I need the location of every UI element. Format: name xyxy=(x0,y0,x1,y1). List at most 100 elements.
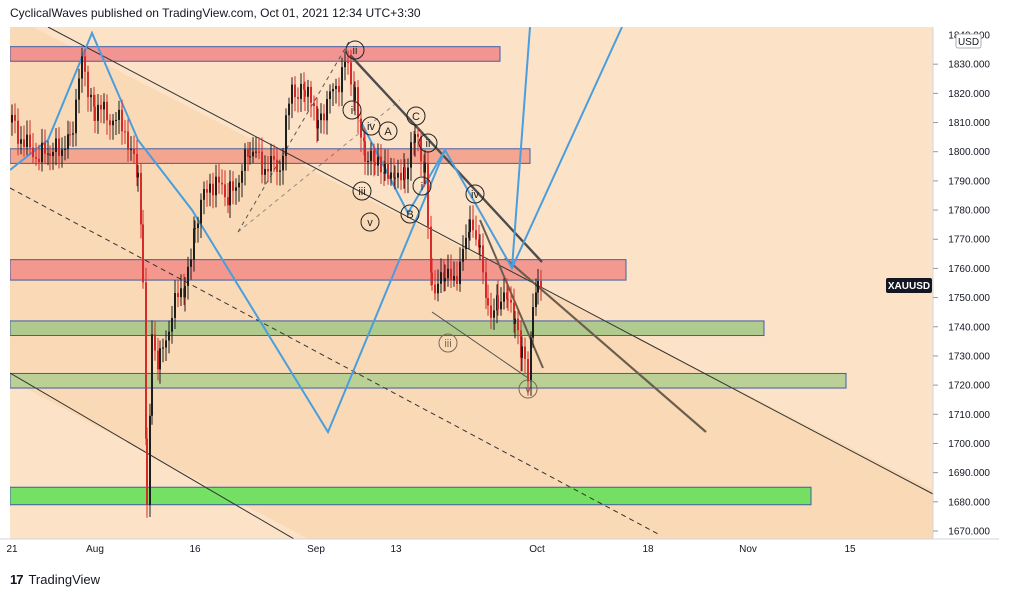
candle-body xyxy=(469,219,471,232)
candle-body xyxy=(431,272,433,285)
candle-body xyxy=(177,292,179,298)
candle-body xyxy=(307,86,309,97)
footer-branding: 17 TradingView xyxy=(10,572,100,587)
candle-body xyxy=(94,106,96,121)
candle-body xyxy=(437,283,439,294)
candle-body xyxy=(465,237,467,250)
candle-body xyxy=(354,87,356,101)
wave-label-circle xyxy=(412,176,432,196)
candle-body xyxy=(81,56,83,79)
candle-body xyxy=(69,134,71,136)
y-tick-label: 1820.000 xyxy=(948,89,990,100)
time-axis xyxy=(0,539,999,564)
candle-body xyxy=(23,139,25,148)
candle-body xyxy=(313,102,315,107)
candle-body xyxy=(344,61,346,68)
x-tick-label: Nov xyxy=(739,544,757,555)
candle-body xyxy=(326,99,328,121)
candle-body xyxy=(20,139,22,144)
y-tick-label: 1780.000 xyxy=(948,206,990,217)
candle-body xyxy=(35,157,37,159)
candle-body xyxy=(212,183,214,196)
candle-body xyxy=(320,113,322,121)
candle-body xyxy=(363,137,365,142)
candle-body xyxy=(282,155,284,171)
candle-body xyxy=(500,301,502,310)
y-tick-label: 1740.000 xyxy=(948,322,990,333)
candle-body xyxy=(291,84,293,104)
candle-body xyxy=(456,276,458,284)
candle-body xyxy=(370,150,372,162)
candle-body xyxy=(285,115,287,156)
candle-body xyxy=(238,182,240,188)
candle-body xyxy=(294,84,296,98)
candle-body xyxy=(288,103,290,116)
candle-body xyxy=(462,249,464,262)
candle-body xyxy=(329,91,331,100)
wave-label-circle xyxy=(345,40,365,60)
wedge-line-upper xyxy=(349,54,543,263)
candle-body xyxy=(149,415,151,506)
candle-body xyxy=(235,187,237,191)
candle-body xyxy=(323,113,325,121)
wave-label-circle xyxy=(400,204,420,224)
candle-body xyxy=(443,272,445,282)
price-axis xyxy=(933,27,999,539)
x-tick-label: Oct xyxy=(529,544,545,555)
candle-body xyxy=(521,346,523,358)
candle-body xyxy=(364,141,366,162)
y-tick-label: 1730.000 xyxy=(948,351,990,362)
candle-body xyxy=(157,350,159,370)
wedge-line-lower xyxy=(431,311,529,379)
wave-label: ii xyxy=(353,45,358,57)
y-tick-label: 1750.000 xyxy=(948,293,990,304)
candle-body xyxy=(347,61,349,63)
wave-label-circle xyxy=(342,100,362,120)
candle-body xyxy=(97,104,99,121)
candle-body xyxy=(133,149,135,154)
currency-label: USD xyxy=(958,37,979,48)
wave-label: v xyxy=(367,217,373,229)
candle-body xyxy=(184,285,186,298)
candle-body xyxy=(279,170,281,172)
candle-body xyxy=(142,224,144,283)
wave-label: iv xyxy=(471,189,479,201)
x-tick-label: 15 xyxy=(844,544,856,555)
x-tick-label: 16 xyxy=(189,544,201,555)
candle-body xyxy=(407,167,409,180)
candle-body xyxy=(300,83,302,99)
candle-body xyxy=(61,149,63,156)
candle-body xyxy=(360,118,362,138)
candle-body xyxy=(38,158,40,163)
candle-body xyxy=(374,161,376,166)
candle-body xyxy=(162,347,164,349)
candle-body xyxy=(475,230,477,240)
candle-body xyxy=(124,131,126,133)
tradingview-logo-icon: 17 xyxy=(10,572,24,587)
wave-label: iii xyxy=(444,338,451,350)
candle-body xyxy=(26,134,28,148)
candle-body xyxy=(417,134,419,137)
x-tick-label: Aug xyxy=(86,544,104,555)
candle-body xyxy=(394,177,396,179)
candle-body xyxy=(41,142,43,163)
candle-body xyxy=(206,189,208,193)
candle-body xyxy=(224,184,226,198)
zone-resistance-3 xyxy=(10,259,627,281)
wave-label: v xyxy=(525,384,531,396)
candle-body xyxy=(258,151,260,153)
candle-body xyxy=(485,272,487,298)
candle-body xyxy=(427,162,429,227)
candle-body xyxy=(115,119,117,121)
candle-body xyxy=(424,162,426,173)
wave-label: A xyxy=(384,126,392,138)
candle-body xyxy=(75,99,77,134)
candle-body xyxy=(109,120,111,126)
channel-mid-dashed xyxy=(10,187,661,536)
x-tick-label: 13 xyxy=(390,544,402,555)
candle-body xyxy=(393,172,395,178)
y-tick-label: 1720.000 xyxy=(948,381,990,392)
candle-body xyxy=(11,114,13,123)
tradingview-brand[interactable]: TradingView xyxy=(28,572,101,587)
